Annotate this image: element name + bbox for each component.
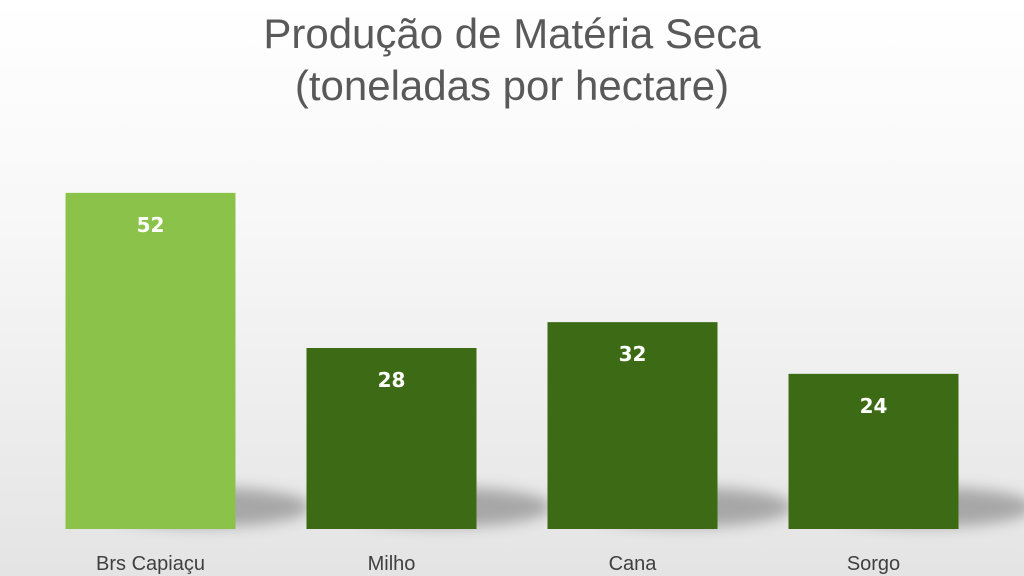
- category-label: Cana: [609, 553, 658, 575]
- bars: [65, 192, 959, 529]
- data-label: 52: [137, 213, 165, 237]
- bar-sorgo: [788, 373, 959, 529]
- category-label: Brs Capiaçu: [96, 553, 205, 575]
- category-label: Milho: [368, 553, 416, 575]
- data-labels: 52 28 32 24: [137, 213, 888, 418]
- data-label: 24: [860, 394, 888, 418]
- chart-subtitle: (toneladas por hectare): [294, 62, 730, 109]
- category-label: Sorgo: [847, 553, 900, 575]
- chart-title-line: Produção de Matéria Seca: [263, 10, 761, 57]
- bar-cana: [547, 322, 718, 529]
- chart-title: Produção de Matéria Seca (toneladas por …: [0, 8, 1024, 112]
- category-labels: Brs Capiaçu Milho Cana Sorgo: [96, 553, 900, 575]
- data-label: 32: [619, 342, 647, 366]
- data-label: 28: [378, 368, 406, 392]
- bar-milho: [306, 348, 477, 529]
- bar-brs-capia-u: [65, 192, 236, 529]
